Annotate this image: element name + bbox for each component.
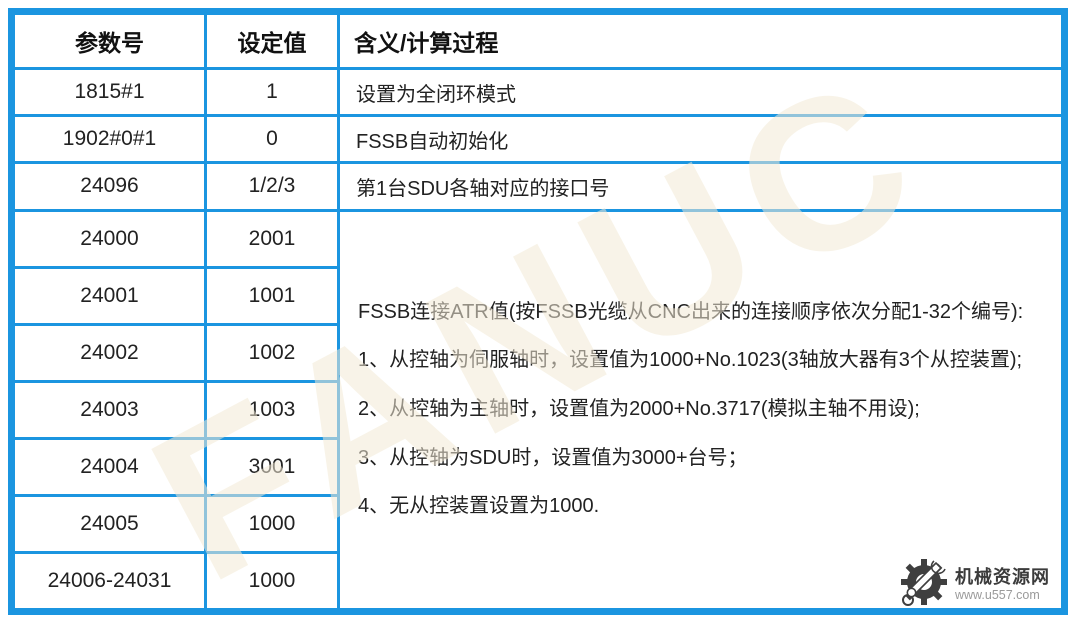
- header-param: 参数号: [12, 12, 207, 70]
- merged-desc-item-3: 3、从控轴为SDU时，设置值为3000+台号；: [358, 446, 748, 469]
- param-cell: 24001: [12, 265, 207, 326]
- value-cell: 3001: [204, 436, 340, 497]
- table-row: 24000 2001 FSSB连接ATR值(按FSSB光缆从CNC出来的连接顺序…: [12, 208, 1064, 612]
- merged-desc-item-1: 1、从控轴为伺服轴时，设置值为1000+No.1023(3轴放大器有3个从控装置…: [358, 349, 1023, 372]
- value-cell: 1002: [204, 322, 340, 383]
- param-cell: 24006-24031: [12, 550, 207, 612]
- parameter-table: 参数号 设定值 含义/计算过程 1815#1 1 设置为全闭环模式 1902#0…: [8, 8, 1068, 615]
- header-desc: 含义/计算过程: [337, 12, 1064, 70]
- value-cell: 0: [204, 114, 340, 165]
- table-header-row: 参数号 设定值 含义/计算过程: [12, 12, 1064, 70]
- param-cell: 1815#1: [12, 66, 207, 118]
- merged-desc-intro: FSSB连接ATR值(按FSSB光缆从CNC出来的连接顺序依次分配1-32个编号…: [358, 300, 1024, 323]
- param-cell: 24000: [12, 208, 207, 269]
- desc-cell: 设置为全闭环模式: [337, 66, 1064, 118]
- param-cell: 1902#0#1: [12, 114, 207, 165]
- table-row: 1902#0#1 0 FSSB自动初始化: [12, 114, 1064, 165]
- param-cell: 24005: [12, 493, 207, 554]
- table-row: 1815#1 1 设置为全闭环模式: [12, 66, 1064, 118]
- value-cell: 1001: [204, 265, 340, 326]
- value-cell: 1000: [204, 493, 340, 554]
- merged-desc-item-2: 2、从控轴为主轴时，设置值为2000+No.3717(模拟主轴不用设);: [358, 397, 920, 420]
- param-cell: 24096: [12, 161, 207, 212]
- value-cell: 1: [204, 66, 340, 118]
- table-row: 24002 1002: [12, 322, 1063, 383]
- table-row: 24096 1/2/3 第1台SDU各轴对应的接口号: [12, 161, 1064, 212]
- desc-cell: 第1台SDU各轴对应的接口号: [337, 161, 1064, 212]
- merged-desc-cell: FSSB连接ATR值(按FSSB光缆从CNC出来的连接顺序依次分配1-32个编号…: [337, 208, 1064, 612]
- param-cell: 24004: [12, 436, 207, 497]
- header-value: 设定值: [204, 12, 340, 70]
- table-row: 24001 1001: [12, 265, 1063, 326]
- fssb-parameter-table: 参数号 设定值 含义/计算过程 1815#1 1 设置为全闭环模式 1902#0…: [12, 12, 1064, 612]
- table-row: 24003 1003: [12, 379, 1063, 440]
- table-row: 24005 1000: [12, 493, 1063, 554]
- value-cell: 1003: [204, 379, 340, 440]
- value-cell: 2001: [204, 208, 340, 269]
- table-row: 24006-24031 1000: [12, 550, 1063, 612]
- param-cell: 24003: [12, 379, 207, 440]
- value-cell: 1000: [204, 550, 340, 612]
- table-row: 24004 3001: [12, 436, 1063, 497]
- value-cell: 1/2/3: [204, 161, 340, 212]
- param-cell: 24002: [12, 322, 207, 383]
- merged-desc-item-4: 4、无从控装置设置为1000.: [358, 495, 600, 518]
- desc-cell: FSSB自动初始化: [337, 114, 1064, 165]
